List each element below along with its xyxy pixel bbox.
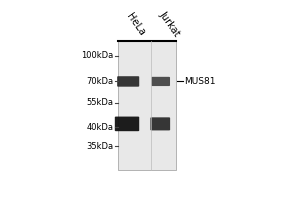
FancyBboxPatch shape [117,76,139,87]
Text: Jurkat: Jurkat [157,9,182,38]
Text: 100kDa: 100kDa [82,51,114,60]
FancyBboxPatch shape [115,117,139,131]
Text: HeLa: HeLa [125,12,147,38]
Text: 35kDa: 35kDa [87,142,114,151]
Text: MUS81: MUS81 [184,77,215,86]
Text: 40kDa: 40kDa [87,123,114,132]
Text: 55kDa: 55kDa [87,98,114,107]
FancyBboxPatch shape [152,77,170,86]
Text: 70kDa: 70kDa [87,77,114,86]
FancyBboxPatch shape [150,117,170,130]
Bar [118,41,176,170]
